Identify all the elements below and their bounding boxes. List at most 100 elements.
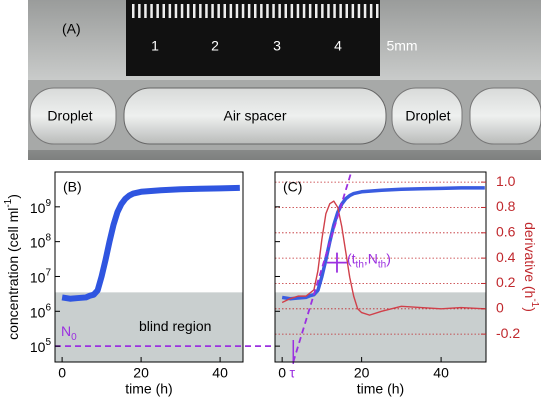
x-tick-label: 0 bbox=[58, 365, 66, 381]
ruler-tick bbox=[376, 4, 379, 18]
blind-region-label: blind region bbox=[139, 318, 211, 334]
x-tick-label: 20 bbox=[354, 365, 370, 381]
ruler-ticks bbox=[132, 4, 379, 18]
ruler-number: 5mm bbox=[386, 38, 417, 54]
series-line bbox=[281, 186, 485, 301]
ruler-number: 1 bbox=[151, 38, 159, 54]
tau-label: τ bbox=[290, 365, 296, 381]
x-axis-label: time (h) bbox=[357, 381, 404, 397]
ruler-tick bbox=[229, 4, 233, 18]
photo-label: Droplet bbox=[405, 108, 450, 124]
x-tick-label: 20 bbox=[133, 365, 149, 381]
ruler-tick bbox=[180, 4, 184, 18]
panel-label: (B) bbox=[63, 179, 82, 195]
x-tick-label: 40 bbox=[212, 365, 228, 381]
y-axis-label-part: concentration (cell ml bbox=[5, 208, 21, 340]
y2-axis-label-part: -1 bbox=[529, 298, 540, 307]
ruler-tick bbox=[186, 4, 190, 18]
panel-label: (C) bbox=[283, 179, 302, 195]
y-tick-label-part: 10 bbox=[30, 339, 46, 355]
ruler-tick bbox=[327, 4, 330, 18]
ruler-tick bbox=[363, 4, 367, 18]
tangent-line bbox=[292, 171, 353, 363]
x-tick-label: 0 bbox=[278, 365, 286, 381]
x-tick-label: 40 bbox=[433, 365, 449, 381]
plot-area bbox=[275, 181, 486, 362]
ruler-tick bbox=[235, 4, 239, 18]
ruler-tick bbox=[174, 4, 178, 18]
plot-area: blind region bbox=[55, 184, 243, 362]
x-axis-label: time (h) bbox=[125, 381, 172, 397]
y-tick-label: 108 bbox=[30, 233, 52, 251]
y-tick-label: 107 bbox=[30, 268, 52, 286]
series-line bbox=[281, 200, 485, 316]
y-tick-label: 106 bbox=[30, 302, 52, 320]
ruler-tick bbox=[223, 4, 226, 18]
y2-tick-label: 0.2 bbox=[496, 274, 516, 290]
y-axis-label: concentration (cell ml-1) bbox=[3, 194, 21, 340]
ruler-number: 3 bbox=[273, 38, 281, 54]
n0-label-part: N bbox=[61, 323, 71, 339]
threshold-label-part: (t bbox=[347, 250, 356, 266]
ruler-tick bbox=[254, 4, 257, 18]
threshold-label: (tth,Nth) bbox=[347, 250, 391, 270]
y-tick-label: 109 bbox=[30, 198, 52, 216]
y-tick-label-part: 10 bbox=[30, 200, 46, 216]
ruler-number: 4 bbox=[334, 38, 342, 54]
ruler bbox=[126, 0, 380, 76]
y-tick-label: 105 bbox=[30, 337, 52, 355]
y2-tick-label: 0.4 bbox=[496, 249, 516, 265]
y2-axis-label-part: derivative (h bbox=[522, 222, 538, 298]
ruler-tick bbox=[308, 4, 312, 18]
ruler-tick bbox=[138, 4, 141, 18]
y-tick-label-part: 10 bbox=[30, 269, 46, 285]
ruler-number: 2 bbox=[211, 38, 219, 54]
ruler-tick bbox=[199, 4, 202, 18]
ruler-tick bbox=[357, 4, 361, 18]
y-axis-label-part: -1 bbox=[3, 198, 14, 207]
ruler-tick bbox=[321, 4, 324, 18]
y2-axis-label: derivative (h-1) bbox=[522, 222, 540, 312]
ruler-tick bbox=[278, 4, 281, 18]
series-line bbox=[61, 184, 240, 302]
photo-panel: (A) 1 2 3 4 5mm Droplet Air spacer Dropl… bbox=[28, 0, 541, 160]
droplet bbox=[469, 87, 541, 145]
n0-label: N0 bbox=[61, 323, 77, 343]
ruler-tick bbox=[339, 4, 342, 18]
panel-label: (A) bbox=[62, 21, 81, 37]
plot-frame bbox=[274, 171, 487, 363]
ruler-tick bbox=[205, 4, 208, 18]
y-tick-label-part: 6 bbox=[45, 302, 51, 313]
ruler-tick bbox=[369, 4, 373, 18]
ruler-tick bbox=[150, 4, 153, 18]
ruler-tick bbox=[156, 4, 159, 18]
ruler-tick bbox=[345, 4, 348, 18]
ruler-tick bbox=[266, 4, 269, 18]
threshold-label-part: ) bbox=[386, 250, 391, 266]
ruler-tick bbox=[168, 4, 172, 18]
y-tick-label-part: 5 bbox=[45, 337, 51, 348]
blind-region bbox=[55, 292, 243, 362]
air-spacer bbox=[123, 87, 387, 145]
ruler-tick bbox=[144, 4, 147, 18]
ruler-tick bbox=[284, 4, 287, 18]
ruler-tick bbox=[272, 4, 275, 18]
y-tick-label-part: 10 bbox=[30, 304, 46, 320]
n0-label-part: 0 bbox=[71, 332, 77, 343]
y-tick-label-part: 7 bbox=[45, 268, 51, 279]
y2-tick-label: 0.8 bbox=[496, 198, 516, 214]
threshold-label-part: th bbox=[356, 260, 364, 271]
threshold-label-part: ,N bbox=[364, 250, 378, 266]
ruler-tick bbox=[315, 4, 318, 18]
plot-frame bbox=[54, 171, 244, 363]
droplet bbox=[29, 87, 117, 145]
ruler-tick bbox=[211, 4, 214, 18]
ruler-tick bbox=[132, 4, 135, 18]
ruler-tick bbox=[351, 4, 355, 18]
y2-axis-label-part: ) bbox=[522, 307, 538, 312]
ruler-tick bbox=[247, 4, 251, 18]
ruler-tick bbox=[241, 4, 245, 18]
ruler-tick bbox=[162, 4, 165, 18]
y2-tick-label: 0.6 bbox=[496, 224, 516, 240]
